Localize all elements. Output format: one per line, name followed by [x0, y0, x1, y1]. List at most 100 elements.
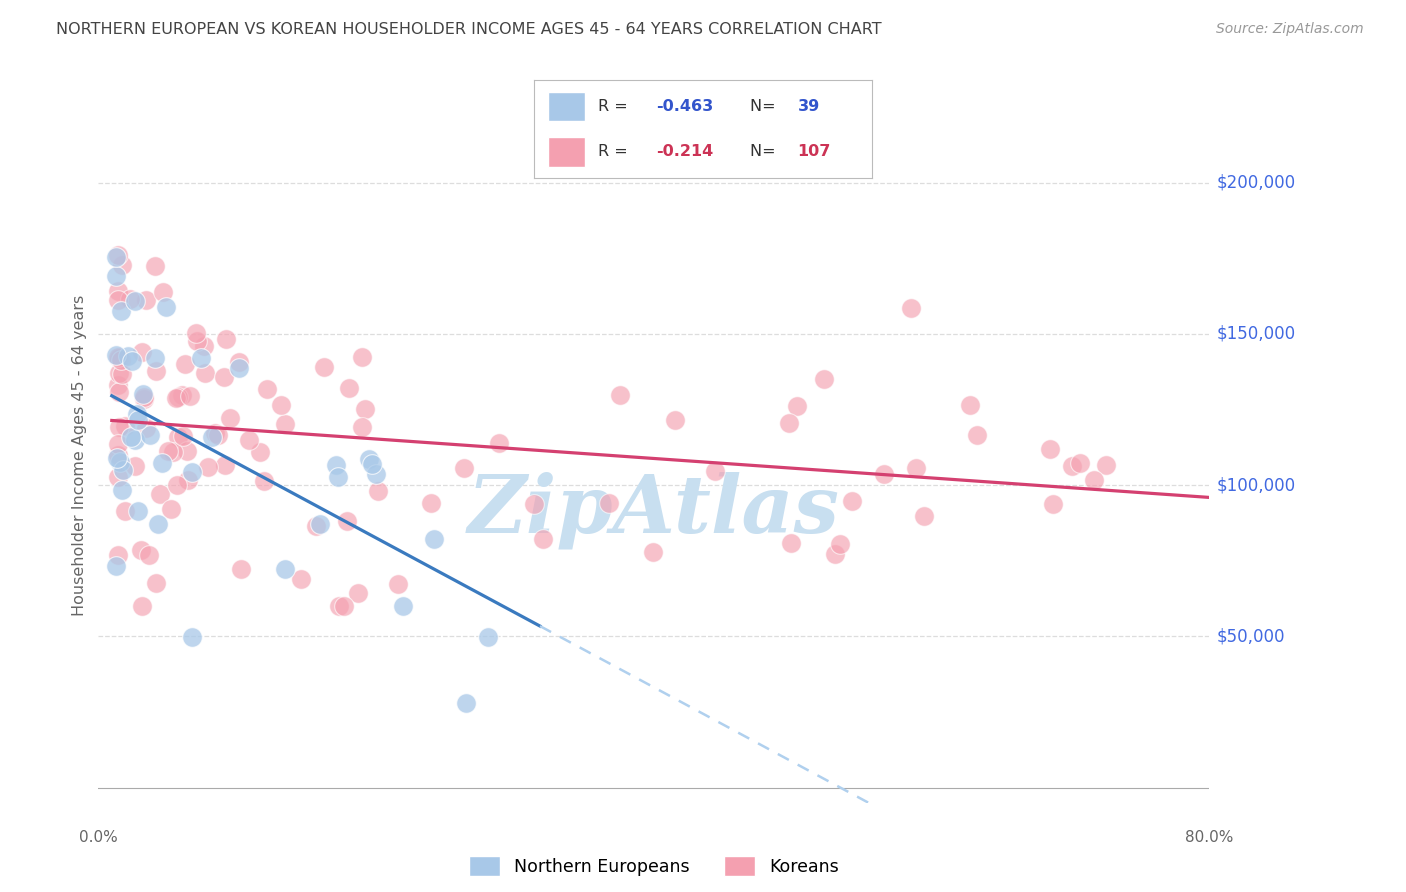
Point: [143, 351, 166, 365]
Point: [207, 428, 229, 442]
Text: ZipAtlas: ZipAtlas: [468, 472, 839, 549]
Point: [127, 504, 149, 518]
Point: [256, 383, 278, 397]
Point: [959, 398, 981, 412]
Point: [359, 452, 381, 467]
Text: 39: 39: [797, 99, 820, 114]
Point: [152, 285, 174, 299]
Point: [165, 392, 187, 406]
Point: [111, 483, 134, 497]
Point: [841, 494, 863, 508]
Text: N=: N=: [751, 99, 780, 114]
Point: [134, 391, 156, 405]
Point: [145, 576, 167, 591]
Point: [186, 334, 208, 349]
Point: [107, 284, 129, 298]
Point: [111, 258, 134, 272]
Point: [1062, 458, 1084, 473]
Point: [1069, 456, 1091, 470]
Point: [253, 474, 276, 488]
Point: [107, 293, 129, 307]
Point: [813, 372, 835, 386]
Point: [325, 458, 347, 472]
Point: [238, 433, 260, 447]
Point: [167, 430, 190, 444]
Point: [107, 350, 129, 364]
Text: $150,000: $150,000: [1216, 325, 1295, 343]
Point: [704, 465, 727, 479]
Text: -0.214: -0.214: [655, 145, 713, 160]
Point: [328, 470, 350, 484]
Point: [204, 426, 226, 441]
Point: [786, 399, 808, 413]
Point: [110, 304, 132, 318]
Bar: [548, 137, 585, 167]
Point: [966, 427, 988, 442]
Point: [367, 483, 389, 498]
Point: [114, 504, 136, 518]
Point: [778, 416, 800, 430]
Point: [905, 461, 928, 475]
Point: [179, 388, 201, 402]
Point: [214, 458, 236, 473]
Point: [160, 501, 183, 516]
Text: $100,000: $100,000: [1216, 476, 1295, 494]
Point: [135, 293, 157, 308]
Point: [149, 486, 172, 500]
Point: [337, 381, 360, 395]
Point: [643, 544, 665, 558]
Point: [107, 448, 129, 462]
Point: [176, 443, 198, 458]
Point: [193, 338, 215, 352]
Point: [108, 366, 131, 380]
Point: [145, 364, 167, 378]
Point: [152, 456, 174, 470]
Point: [1083, 474, 1105, 488]
Text: NORTHERN EUROPEAN VS KOREAN HOUSEHOLDER INCOME AGES 45 - 64 YEARS CORRELATION CH: NORTHERN EUROPEAN VS KOREAN HOUSEHOLDER …: [56, 22, 882, 37]
Point: [290, 572, 312, 586]
Text: 107: 107: [797, 145, 831, 160]
Point: [533, 532, 555, 546]
Point: [912, 509, 935, 524]
Point: [228, 355, 250, 369]
Point: [387, 577, 409, 591]
Point: [108, 351, 131, 365]
Legend: Northern Europeans, Koreans: Northern Europeans, Koreans: [460, 847, 848, 885]
Point: [477, 630, 499, 644]
Point: [107, 469, 129, 483]
Point: [132, 392, 155, 406]
Point: [212, 370, 235, 384]
Point: [354, 401, 377, 416]
Point: [1039, 442, 1062, 457]
Point: [105, 451, 128, 466]
Point: [308, 516, 330, 531]
Point: [166, 478, 188, 492]
Point: [131, 599, 153, 614]
Point: [454, 696, 477, 710]
Point: [155, 300, 177, 314]
Point: [124, 459, 146, 474]
Point: [197, 459, 219, 474]
Point: [190, 351, 212, 365]
Point: [131, 386, 153, 401]
Point: [107, 248, 129, 262]
Point: [488, 435, 510, 450]
Point: [125, 407, 148, 421]
Point: [1042, 497, 1064, 511]
Point: [181, 465, 204, 479]
Point: [352, 350, 374, 364]
Bar: [548, 92, 585, 121]
Point: [249, 444, 271, 458]
Point: [172, 429, 194, 443]
Text: $50,000: $50,000: [1216, 627, 1285, 646]
Point: [828, 537, 851, 551]
Point: [174, 357, 197, 371]
Point: [194, 366, 217, 380]
Point: [135, 420, 157, 434]
Text: $200,000: $200,000: [1216, 174, 1295, 192]
Point: [422, 532, 444, 546]
Point: [131, 344, 153, 359]
Point: [350, 420, 373, 434]
Point: [127, 413, 149, 427]
Point: [184, 326, 207, 340]
